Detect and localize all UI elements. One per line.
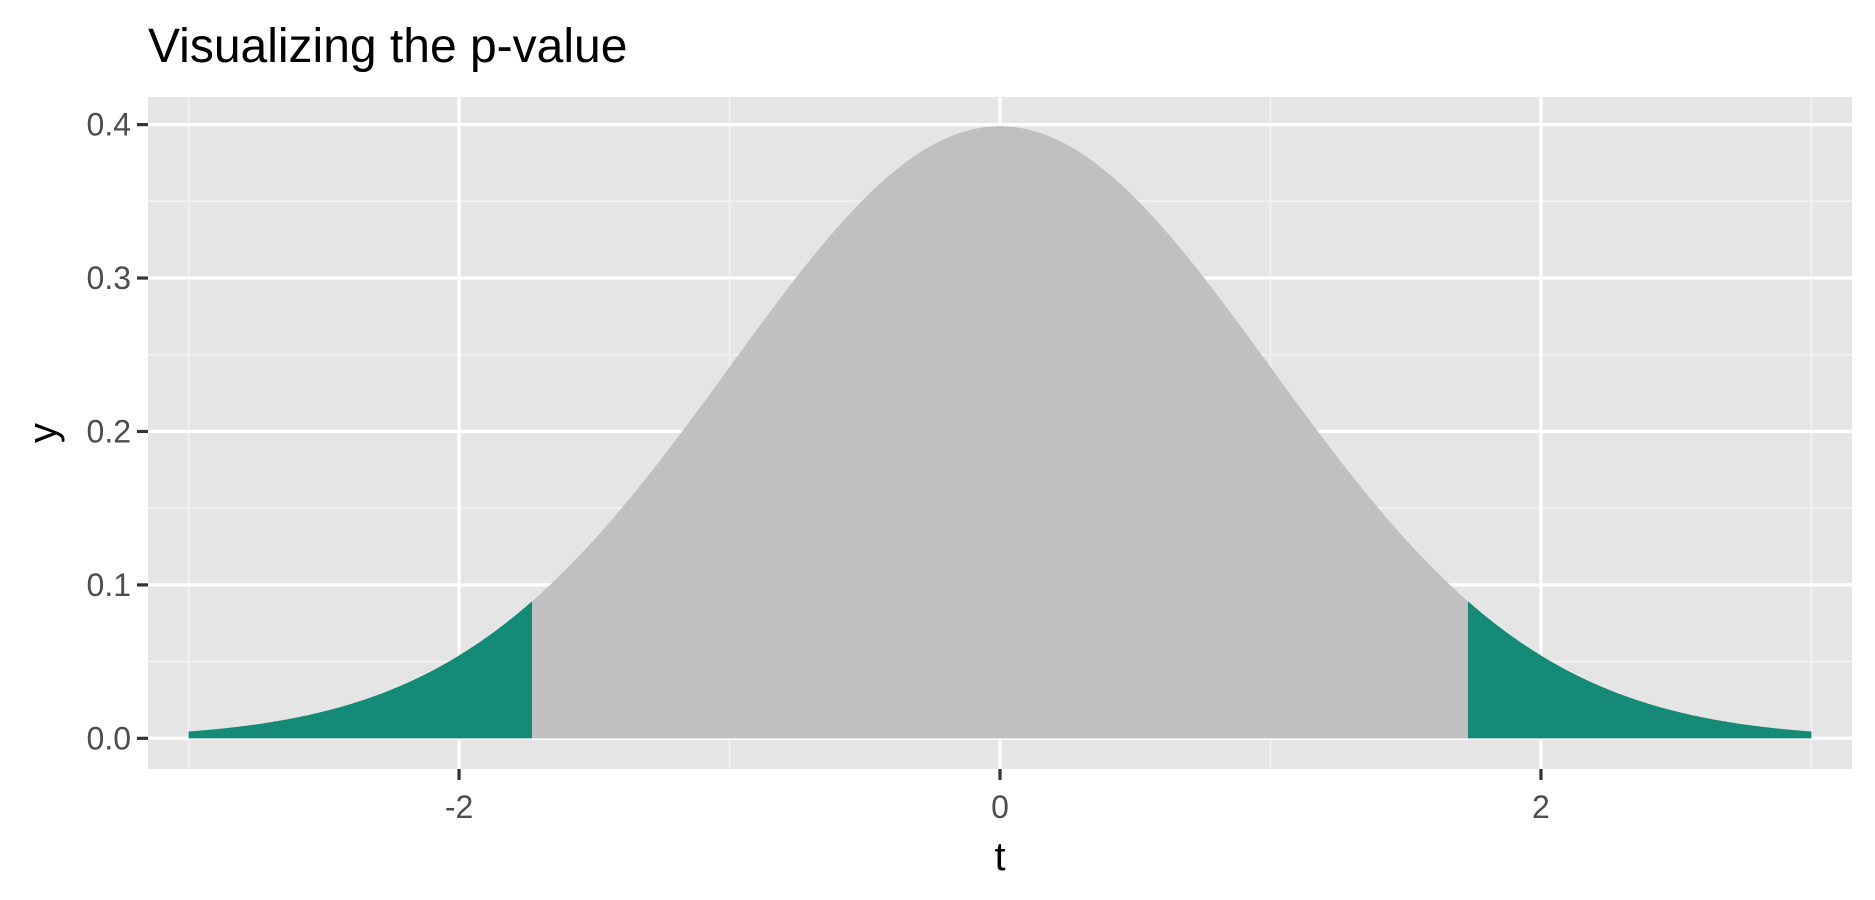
y-tick-label: 0.4 — [87, 107, 131, 143]
density-areas — [188, 126, 1812, 739]
x-tick-label: -2 — [445, 789, 473, 825]
y-tick-label: 0.2 — [87, 413, 131, 449]
x-axis-title: t — [994, 835, 1005, 879]
y-axis-title: y — [21, 423, 65, 443]
right-tail-area — [1467, 601, 1812, 739]
x-tick-label: 2 — [1532, 789, 1550, 825]
y-tick-label: 0.1 — [87, 567, 131, 603]
x-tick-label: 0 — [991, 789, 1009, 825]
central-area — [532, 126, 1468, 739]
left-tail-area — [188, 601, 533, 739]
y-tick-label: 0.0 — [87, 720, 131, 756]
chart-title: Visualizing the p-value — [148, 20, 627, 73]
x-axis: -2 0 2 — [445, 769, 1550, 825]
y-tick-label: 0.3 — [87, 260, 131, 296]
y-axis: 0.0 0.1 0.2 0.3 0.4 — [87, 107, 148, 756]
